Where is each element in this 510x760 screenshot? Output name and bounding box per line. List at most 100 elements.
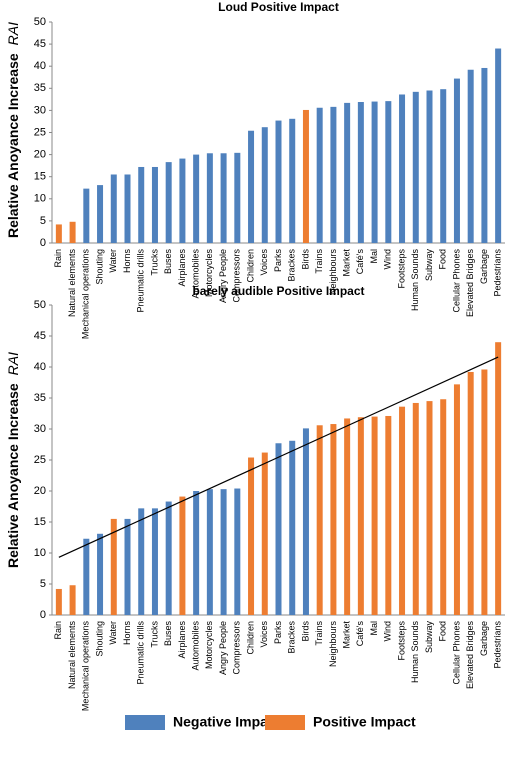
bar bbox=[179, 158, 186, 243]
bar bbox=[97, 185, 104, 243]
x-tick-label: Trucks bbox=[149, 621, 159, 648]
y-tick-label: 45 bbox=[34, 330, 46, 342]
bar bbox=[385, 101, 392, 243]
x-tick-label: Birds bbox=[300, 249, 310, 270]
bar bbox=[275, 443, 282, 615]
y-tick-label: 40 bbox=[34, 60, 46, 72]
bar bbox=[193, 154, 200, 243]
x-tick-label: Angry People bbox=[218, 249, 228, 303]
bar bbox=[289, 440, 296, 615]
bar bbox=[234, 152, 241, 243]
y-tick-label: 25 bbox=[34, 454, 46, 466]
y-tick-label: 0 bbox=[40, 237, 46, 249]
bar bbox=[371, 101, 378, 243]
bar bbox=[289, 118, 296, 243]
bar bbox=[55, 224, 62, 243]
x-tick-label: Buses bbox=[163, 621, 173, 647]
bar bbox=[206, 153, 213, 243]
y-axis-label: Relative Anoyance Increase RAI bbox=[5, 22, 21, 238]
x-tick-label: Birds bbox=[300, 621, 310, 642]
x-tick-label: Elevated Bridges bbox=[465, 621, 475, 690]
bar bbox=[193, 491, 200, 615]
x-tick-label: Human Sounds bbox=[410, 621, 420, 684]
bar bbox=[110, 174, 117, 243]
x-tick-label: Elevated Bridges bbox=[465, 249, 475, 318]
x-tick-label: Rain bbox=[53, 621, 63, 640]
trend-line bbox=[58, 356, 499, 558]
x-tick-label: Pneumatic drills bbox=[136, 621, 146, 685]
bar bbox=[495, 48, 502, 243]
y-tick-label: 10 bbox=[34, 547, 46, 559]
x-tick-label: Shouting bbox=[94, 621, 104, 657]
x-tick-label: Parks bbox=[273, 249, 283, 273]
bar bbox=[83, 188, 90, 243]
legend-swatch bbox=[125, 715, 165, 730]
x-tick-label: Airplanes bbox=[177, 621, 187, 659]
bar bbox=[385, 415, 392, 615]
legend-swatch bbox=[265, 715, 305, 730]
x-tick-label: Trains bbox=[314, 621, 324, 646]
bar bbox=[124, 174, 131, 243]
y-axis-label-symbol: RAI bbox=[5, 352, 21, 375]
bar bbox=[440, 399, 447, 615]
y-tick-label: 20 bbox=[34, 485, 46, 497]
y-tick-label: 35 bbox=[34, 82, 46, 94]
x-tick-label: Water bbox=[108, 621, 118, 645]
y-axis-label-symbol: RAI bbox=[5, 22, 21, 45]
bar bbox=[426, 90, 433, 243]
y-tick-label: 35 bbox=[34, 392, 46, 404]
bar bbox=[97, 533, 104, 615]
x-tick-label: Parks bbox=[273, 621, 283, 645]
x-tick-label: Food bbox=[438, 621, 448, 642]
x-tick-label: Automobiles bbox=[191, 621, 201, 671]
x-tick-label: Voices bbox=[259, 249, 269, 276]
x-tick-label: Wind bbox=[383, 621, 393, 642]
x-tick-label: Voices bbox=[259, 621, 269, 648]
bar bbox=[110, 518, 117, 615]
x-tick-label: Market bbox=[342, 249, 352, 277]
bar bbox=[453, 384, 460, 615]
x-tick-label: Food bbox=[438, 249, 448, 270]
y-axis-label: Relative Anoyance Increase RAI bbox=[5, 352, 21, 568]
y-tick-label: 0 bbox=[40, 609, 46, 621]
bar bbox=[371, 416, 378, 615]
x-tick-label: Subway bbox=[424, 621, 434, 654]
x-tick-label: Cellular Phones bbox=[451, 249, 461, 313]
bar bbox=[151, 166, 158, 243]
x-tick-label: Footsteps bbox=[396, 249, 406, 289]
y-tick-label: 10 bbox=[34, 193, 46, 205]
bar bbox=[495, 342, 502, 615]
x-tick-label: Automobiles bbox=[191, 249, 201, 299]
bar bbox=[344, 418, 351, 615]
bar bbox=[275, 120, 282, 243]
x-tick-label: Trucks bbox=[149, 249, 159, 276]
x-tick-label: Motorcycles bbox=[204, 621, 214, 670]
x-tick-label: Cellular Phones bbox=[451, 621, 461, 685]
bar bbox=[330, 106, 337, 243]
bar bbox=[399, 406, 406, 615]
y-axis-label-main: Relative Anoyance Increase bbox=[5, 53, 21, 238]
bar bbox=[165, 162, 172, 243]
y-tick-label: 5 bbox=[40, 215, 46, 227]
x-tick-label: Neighbours bbox=[328, 249, 338, 296]
bar bbox=[316, 107, 323, 243]
chart-title: barely audible Positive Impact bbox=[192, 284, 364, 298]
bar bbox=[481, 369, 488, 615]
bar bbox=[261, 127, 268, 243]
bar bbox=[165, 501, 172, 615]
x-tick-label: Footsteps bbox=[396, 621, 406, 661]
x-tick-label: Compressors bbox=[232, 249, 242, 303]
bar bbox=[124, 518, 131, 615]
bar bbox=[330, 424, 337, 615]
bar bbox=[69, 221, 76, 243]
x-tick-label: Rain bbox=[53, 249, 63, 268]
x-tick-label: Brackes bbox=[287, 621, 297, 654]
y-tick-label: 30 bbox=[34, 104, 46, 116]
bar bbox=[302, 109, 309, 243]
bar bbox=[55, 588, 62, 615]
x-tick-label: Wind bbox=[383, 249, 393, 270]
x-tick-label: Pedestrians bbox=[493, 621, 503, 669]
legend-label: Positive Impact bbox=[313, 714, 416, 730]
x-tick-label: Mechanical operations bbox=[81, 249, 91, 340]
